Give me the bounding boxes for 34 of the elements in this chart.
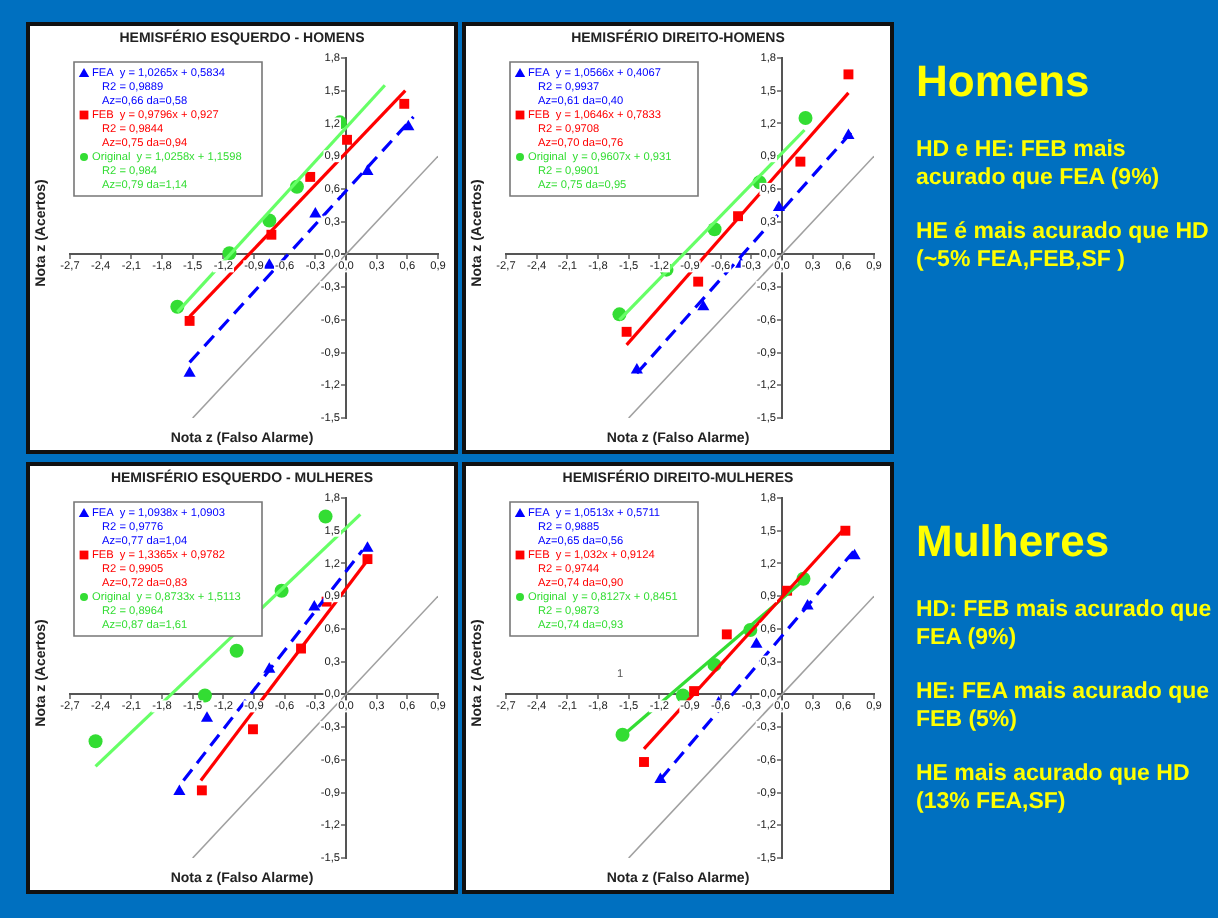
point	[200, 711, 214, 722]
point	[248, 724, 258, 735]
point	[639, 757, 649, 767]
point	[88, 734, 103, 749]
point	[229, 643, 244, 658]
text: Mulheres	[916, 516, 1112, 568]
point	[197, 688, 212, 703]
text: HD: FEB mais acurado que FEA (9%)	[916, 596, 1214, 652]
point	[798, 111, 813, 125]
text: HD e HE: FEB mais acurado que FEA (9%)	[916, 136, 1162, 192]
text: HE mais acurado que HD (13% FEA,SF)	[916, 760, 1192, 816]
point	[795, 156, 806, 167]
point	[772, 200, 785, 211]
point	[750, 637, 763, 648]
point	[196, 785, 207, 796]
point	[693, 276, 704, 287]
point	[184, 315, 195, 326]
point	[361, 541, 374, 552]
point	[399, 98, 410, 109]
point	[305, 171, 316, 182]
point	[318, 509, 333, 524]
text: HE: FEA mais acurado que FEB (5%)	[916, 678, 1212, 734]
point	[308, 600, 321, 611]
text: HE é mais acurado que HD (~5% FEA,FEB,SF )	[916, 218, 1211, 274]
text: Homens	[916, 56, 1092, 108]
point	[309, 207, 322, 218]
point	[621, 326, 632, 337]
point	[342, 134, 352, 145]
point	[361, 164, 374, 175]
point	[173, 784, 186, 795]
point	[721, 629, 732, 640]
point	[843, 69, 854, 80]
point	[183, 366, 196, 377]
point	[697, 299, 710, 311]
